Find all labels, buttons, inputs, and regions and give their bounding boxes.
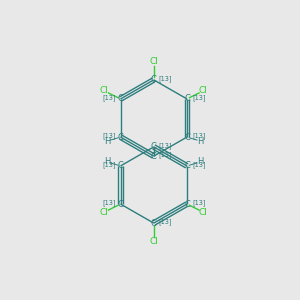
Text: C: C (184, 161, 190, 170)
Text: Cl: Cl (199, 208, 208, 217)
Text: C: C (184, 133, 190, 142)
Text: C: C (118, 94, 124, 103)
Text: [13]: [13] (102, 132, 116, 139)
Text: [13]: [13] (192, 94, 206, 101)
Text: C: C (151, 152, 157, 160)
Text: [13]: [13] (192, 132, 206, 139)
Text: Cl: Cl (199, 86, 208, 95)
Text: [13]: [13] (102, 94, 116, 101)
Text: [13]: [13] (159, 142, 172, 149)
Text: [13]: [13] (159, 218, 172, 225)
Text: Cl: Cl (149, 237, 158, 246)
Text: C: C (118, 133, 124, 142)
Text: Cl: Cl (149, 57, 158, 66)
Text: [13]: [13] (159, 75, 172, 82)
Text: H: H (197, 136, 203, 146)
Text: [13]: [13] (192, 161, 206, 168)
Text: C: C (184, 200, 190, 208)
Text: [13]: [13] (102, 199, 116, 206)
Text: Cl: Cl (100, 208, 109, 217)
Text: H: H (104, 136, 110, 146)
Text: H: H (104, 158, 110, 166)
Text: C: C (118, 161, 124, 170)
Text: Cl: Cl (100, 86, 109, 95)
Text: [13]: [13] (102, 161, 116, 168)
Text: C: C (118, 200, 124, 208)
Text: H: H (197, 158, 203, 166)
Text: [13]: [13] (159, 152, 172, 158)
Text: C: C (151, 142, 157, 152)
Text: C: C (184, 94, 190, 103)
Text: C: C (151, 219, 157, 228)
Text: [13]: [13] (192, 199, 206, 206)
Text: C: C (151, 75, 157, 84)
